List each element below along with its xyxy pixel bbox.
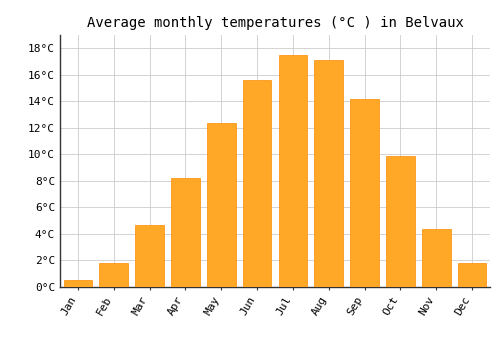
Bar [422,229,450,287]
Bar [171,178,200,287]
Bar [64,280,92,287]
Title: Average monthly temperatures (°C ) in Belvaux: Average monthly temperatures (°C ) in Be… [86,16,464,30]
Bar [458,263,486,287]
Bar [386,156,414,287]
Bar [242,80,272,287]
Bar [135,225,164,287]
Bar [350,99,379,287]
Bar [100,263,128,287]
Bar [207,122,236,287]
Bar [314,60,343,287]
Bar [278,55,307,287]
